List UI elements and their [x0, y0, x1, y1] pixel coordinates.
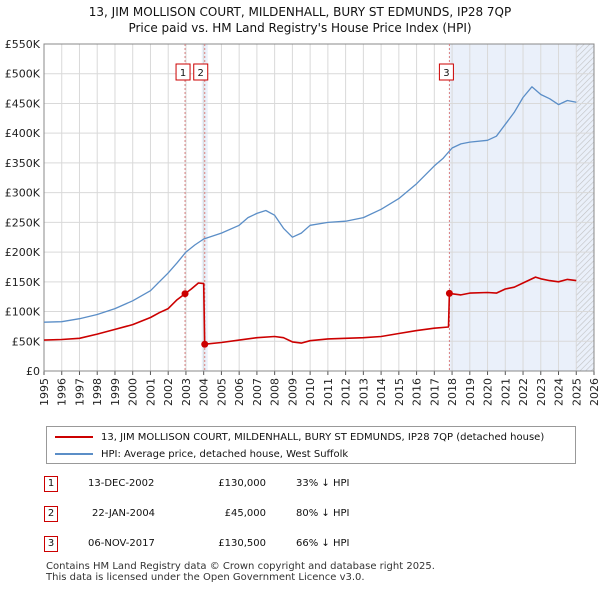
y-tick-label: £0 — [26, 365, 40, 378]
transaction-date: 06-NOV-2017 — [88, 538, 155, 549]
x-tick-label: 2021 — [499, 378, 512, 406]
transaction-marker-box — [175, 63, 191, 81]
x-tick-label: 2017 — [428, 378, 441, 406]
x-tick-label: 2006 — [233, 378, 246, 406]
property-price-line — [43, 276, 577, 345]
plot-border — [43, 43, 595, 372]
x-tick-label: 2023 — [535, 378, 548, 406]
x-tick-label: 1995 — [38, 378, 51, 406]
x-tick-label: 2014 — [375, 378, 388, 406]
legend-swatch-hpi — [55, 453, 93, 455]
y-tick-label: £100K — [5, 306, 41, 319]
transaction-date: 13-DEC-2002 — [88, 478, 155, 489]
x-tick-label: 1996 — [56, 378, 69, 406]
transaction-price: £130,500 — [218, 538, 266, 549]
y-tick-label: £500K — [5, 68, 41, 81]
transaction-marker-box — [438, 63, 454, 81]
transaction-badge: 3 — [44, 536, 58, 552]
y-tick-label: £150K — [5, 276, 41, 289]
y-tick-label: £200K — [5, 246, 41, 259]
y-tick-label: £450K — [5, 97, 41, 110]
transaction-price: £45,000 — [224, 508, 266, 519]
x-tick-label: 2016 — [411, 378, 424, 406]
table-row: 2 22-JAN-2004 £45,000 80% ↓ HPI — [40, 506, 440, 526]
transaction-marker-label: 2 — [198, 68, 204, 79]
y-tick-label: £50K — [12, 335, 41, 348]
x-tick-label: 2000 — [127, 378, 140, 406]
x-tick-label: 2011 — [322, 378, 335, 406]
x-tick-label: 2004 — [198, 378, 211, 406]
transaction-date: 22-JAN-2004 — [92, 508, 156, 519]
x-tick-label: 2020 — [482, 378, 495, 406]
x-tick-label: 2003 — [180, 378, 193, 406]
table-row: 1 13-DEC-2002 £130,000 33% ↓ HPI — [40, 476, 440, 496]
x-tick-label: 2022 — [517, 378, 530, 406]
hpi-line — [43, 86, 577, 323]
legend: 13, JIM MOLLISON COURT, MILDENHALL, BURY… — [46, 426, 576, 464]
transaction-shade — [201, 44, 208, 371]
transaction-hpi: 66% ↓ HPI — [296, 538, 350, 549]
x-tick-label: 1997 — [73, 378, 86, 406]
x-tick-label: 2025 — [570, 378, 583, 406]
transaction-badge: 1 — [44, 476, 58, 492]
transaction-hpi: 33% ↓ HPI — [296, 478, 350, 489]
transaction-point — [181, 290, 189, 298]
x-tick-label: 2026 — [588, 378, 600, 406]
y-tick-label: £400K — [5, 127, 41, 140]
footer-licence: This data is licensed under the Open Gov… — [46, 572, 365, 583]
legend-item-hpi: HPI: Average price, detached house, West… — [55, 446, 348, 462]
transaction-marker-label: 3 — [443, 68, 449, 79]
x-tick-label: 2007 — [251, 378, 264, 406]
chart-subtitle: Price paid vs. HM Land Registry's House … — [128, 21, 471, 35]
x-tick-label: 2009 — [286, 378, 299, 406]
x-tick-label: 2008 — [269, 378, 282, 406]
legend-item-property: 13, JIM MOLLISON COURT, MILDENHALL, BURY… — [55, 429, 544, 445]
y-tick-label: £550K — [5, 38, 41, 51]
future-hatch — [576, 44, 594, 371]
x-tick-label: 2005 — [215, 378, 228, 406]
transaction-price: £130,000 — [218, 478, 266, 489]
y-tick-label: £350K — [5, 157, 41, 170]
table-row: 3 06-NOV-2017 £130,500 66% ↓ HPI — [40, 536, 440, 556]
x-tick-label: 2013 — [357, 378, 370, 406]
price-chart: 13, JIM MOLLISON COURT, MILDENHALL, BURY… — [5, 5, 600, 406]
x-tick-label: 2012 — [340, 378, 353, 406]
transaction-marker-label: 1 — [180, 68, 186, 79]
y-tick-label: £300K — [5, 187, 41, 200]
x-tick-label: 2024 — [553, 378, 566, 406]
x-tick-label: 2002 — [162, 378, 175, 406]
x-tick-label: 2015 — [393, 378, 406, 406]
transaction-point — [201, 340, 209, 348]
footer-copyright: Contains HM Land Registry data © Crown c… — [46, 561, 435, 572]
legend-label-property: 13, JIM MOLLISON COURT, MILDENHALL, BURY… — [101, 431, 545, 443]
y-tick-label: £250K — [5, 216, 41, 229]
x-tick-label: 1999 — [109, 378, 122, 406]
legend-label-hpi: HPI: Average price, detached house, West… — [101, 448, 349, 460]
x-tick-label: 2001 — [144, 378, 157, 406]
transaction-badge: 2 — [44, 506, 58, 522]
transaction-point — [445, 289, 453, 297]
legend-swatch-property — [55, 436, 93, 438]
transaction-marker-box — [193, 63, 209, 81]
chart-title: 13, JIM MOLLISON COURT, MILDENHALL, BURY… — [89, 5, 511, 19]
x-tick-label: 2018 — [446, 378, 459, 406]
x-tick-label: 2010 — [304, 378, 317, 406]
footer: Contains HM Land Registry data © Crown c… — [46, 561, 435, 583]
transaction-hpi: 80% ↓ HPI — [296, 508, 350, 519]
x-tick-label: 1998 — [91, 378, 104, 406]
transaction-shade — [449, 44, 594, 371]
x-tick-label: 2019 — [464, 378, 477, 406]
